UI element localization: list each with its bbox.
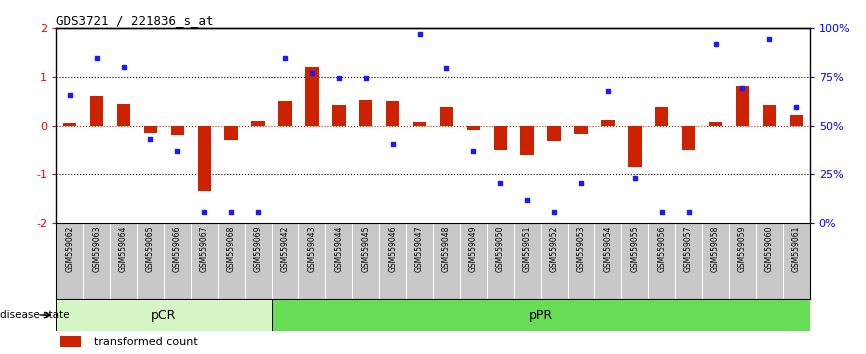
Text: GSM559047: GSM559047 xyxy=(415,225,424,272)
Point xyxy=(251,210,265,215)
Text: GSM559052: GSM559052 xyxy=(550,225,559,272)
Text: GSM559059: GSM559059 xyxy=(738,225,747,272)
Point xyxy=(278,56,292,61)
Point xyxy=(144,137,158,142)
Text: GSM559067: GSM559067 xyxy=(200,225,209,272)
Point xyxy=(601,88,615,93)
Point xyxy=(359,75,372,81)
Point xyxy=(440,65,454,71)
Bar xyxy=(224,126,238,140)
Text: transformed count: transformed count xyxy=(94,337,197,347)
Bar xyxy=(272,299,810,331)
Text: GSM559064: GSM559064 xyxy=(119,225,128,272)
Text: GSM559042: GSM559042 xyxy=(281,225,289,272)
Point xyxy=(117,64,131,70)
Point xyxy=(467,148,481,154)
Point xyxy=(90,55,104,61)
Bar xyxy=(655,107,669,126)
Text: GSM559048: GSM559048 xyxy=(442,225,451,272)
Text: GSM559046: GSM559046 xyxy=(388,225,397,272)
Bar xyxy=(144,126,158,133)
Point xyxy=(332,75,346,81)
Point xyxy=(762,36,776,42)
Text: pCR: pCR xyxy=(152,309,177,321)
Text: GSM559050: GSM559050 xyxy=(495,225,505,272)
Text: GSM559054: GSM559054 xyxy=(604,225,612,272)
Text: pPR: pPR xyxy=(528,309,553,321)
Point xyxy=(708,41,722,47)
Point xyxy=(494,180,507,186)
Bar xyxy=(440,107,453,126)
Bar xyxy=(386,101,399,126)
Bar xyxy=(601,120,615,126)
Point xyxy=(655,210,669,215)
Point xyxy=(735,85,749,91)
Bar xyxy=(520,126,534,155)
Text: GSM559069: GSM559069 xyxy=(254,225,262,272)
Bar xyxy=(359,101,372,126)
Point xyxy=(789,104,803,110)
Bar xyxy=(117,104,130,126)
Text: GSM559051: GSM559051 xyxy=(523,225,532,272)
Text: GSM559056: GSM559056 xyxy=(657,225,666,272)
Point xyxy=(682,210,695,215)
Text: GSM559063: GSM559063 xyxy=(92,225,101,272)
Text: GSM559045: GSM559045 xyxy=(361,225,371,272)
Text: GSM559055: GSM559055 xyxy=(630,225,639,272)
Bar xyxy=(63,123,76,126)
Point xyxy=(305,70,319,76)
Text: GSM559062: GSM559062 xyxy=(65,225,74,272)
Point xyxy=(63,93,77,98)
Bar xyxy=(251,121,265,126)
Bar xyxy=(332,105,346,126)
Point xyxy=(520,197,534,202)
Text: GDS3721 / 221836_s_at: GDS3721 / 221836_s_at xyxy=(56,14,214,27)
Bar xyxy=(278,101,292,126)
Bar xyxy=(682,126,695,150)
Text: GSM559060: GSM559060 xyxy=(765,225,774,272)
Bar xyxy=(305,67,319,126)
Bar xyxy=(467,126,480,130)
Text: GSM559066: GSM559066 xyxy=(173,225,182,272)
Point xyxy=(628,176,642,181)
Bar xyxy=(171,126,184,136)
Text: GSM559065: GSM559065 xyxy=(146,225,155,272)
Bar xyxy=(628,126,642,167)
Bar xyxy=(736,86,749,126)
Bar xyxy=(708,122,722,126)
Text: GSM559057: GSM559057 xyxy=(684,225,693,272)
Bar xyxy=(197,126,211,192)
Text: disease state: disease state xyxy=(0,310,69,320)
Text: GSM559058: GSM559058 xyxy=(711,225,720,272)
Bar xyxy=(547,126,561,141)
Text: GSM559053: GSM559053 xyxy=(577,225,585,272)
Point xyxy=(547,210,561,215)
Text: GSM559049: GSM559049 xyxy=(469,225,478,272)
Point xyxy=(224,210,238,215)
Bar xyxy=(790,115,803,126)
Bar xyxy=(56,299,272,331)
Bar xyxy=(574,126,588,135)
Text: GSM559044: GSM559044 xyxy=(334,225,343,272)
Text: GSM559068: GSM559068 xyxy=(227,225,236,272)
Point xyxy=(171,148,184,154)
Text: GSM559043: GSM559043 xyxy=(307,225,316,272)
Point xyxy=(197,210,211,215)
Point xyxy=(574,180,588,186)
Point xyxy=(385,141,399,147)
Text: GSM559061: GSM559061 xyxy=(792,225,801,272)
Bar xyxy=(494,126,507,150)
Bar xyxy=(90,97,103,126)
Bar xyxy=(60,336,81,347)
Bar xyxy=(763,105,776,126)
Bar xyxy=(413,122,426,126)
Point xyxy=(412,32,426,37)
